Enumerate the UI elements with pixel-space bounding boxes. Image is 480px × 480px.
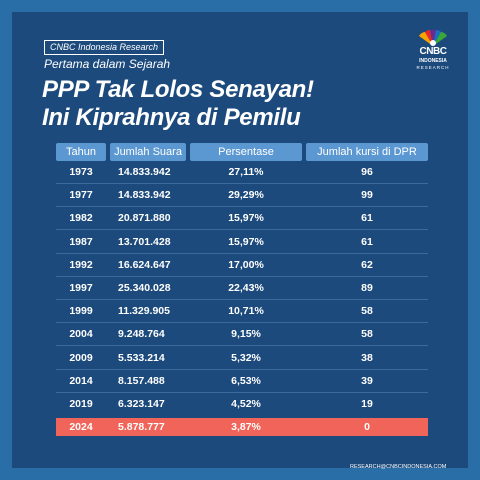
cell-percent: 10,71%	[228, 305, 264, 317]
table-row: 2019 6.323.147 4,52% 19	[0, 395, 480, 413]
cell-percent: 15,97%	[228, 236, 264, 248]
table-row: 1992 16.624.647 17,00% 62	[0, 256, 480, 274]
row-divider	[56, 253, 428, 254]
peacock-icon	[419, 30, 447, 46]
cell-votes: 5.533.214	[118, 352, 165, 364]
cell-votes: 11.329.905	[118, 305, 170, 317]
column-header-percent: Persentase	[190, 143, 302, 161]
table-row: 2024 5.878.777 3,87% 0	[0, 418, 480, 436]
cell-votes: 8.157.488	[118, 375, 165, 387]
table-row: 1982 20.871.880 15,97% 61	[0, 209, 480, 227]
cell-votes: 6.323.147	[118, 398, 165, 410]
cell-percent: 4,52%	[231, 398, 261, 410]
cell-seats: 0	[364, 421, 370, 433]
cell-seats: 61	[361, 212, 373, 224]
cell-percent: 5,32%	[231, 352, 261, 364]
cell-percent: 22,43%	[228, 282, 264, 294]
cell-percent: 29,29%	[228, 189, 264, 201]
cell-seats: 89	[361, 282, 373, 294]
cell-year: 1997	[69, 282, 93, 294]
table-row: 1973 14.833.942 27,11% 96	[0, 163, 480, 181]
source-tag: CNBC Indonesia Research	[44, 40, 165, 55]
cell-year: 2004	[69, 328, 93, 340]
cell-seats: 62	[361, 259, 373, 271]
table-row: 2014 8.157.488 6,53% 39	[0, 372, 480, 390]
cell-year: 2019	[69, 398, 93, 410]
cell-seats: 96	[361, 166, 373, 178]
row-divider	[56, 392, 428, 393]
highlight-row-background	[56, 418, 428, 436]
title-line-2: Ini Kiprahnya di Pemilu	[42, 104, 301, 131]
table-row: 1987 13.701.428 15,97% 61	[0, 233, 480, 251]
row-divider	[56, 183, 428, 184]
row-divider	[56, 345, 428, 346]
logo-wordmark: CNBC	[419, 46, 447, 57]
cell-year: 2024	[69, 421, 93, 433]
cell-percent: 3,87%	[231, 421, 261, 433]
cell-percent: 6,53%	[231, 375, 261, 387]
cell-year: 1992	[69, 259, 93, 271]
cell-year: 1977	[69, 189, 93, 201]
column-header-seats: Jumlah kursi di DPR	[306, 143, 428, 161]
table-row: 2004 9.248.764 9,15% 58	[0, 325, 480, 343]
cell-votes: 14.833.942	[118, 166, 171, 178]
cell-seats: 39	[361, 375, 373, 387]
cell-percent: 15,97%	[228, 212, 264, 224]
column-header-year: Tahun	[56, 143, 106, 161]
cell-year: 1982	[69, 212, 93, 224]
cell-year: 1973	[69, 166, 93, 178]
column-header-votes: Jumlah Suara	[110, 143, 186, 161]
title-line-1: PPP Tak Lolos Senayan!	[42, 76, 314, 103]
logo-subtitle: INDONESIA	[419, 58, 447, 64]
cell-seats: 38	[361, 352, 373, 364]
cell-votes: 14.833.942	[118, 189, 171, 201]
cell-votes: 16.624.647	[118, 259, 171, 271]
cell-seats: 99	[361, 189, 373, 201]
table-row: 2009 5.533.214 5,32% 38	[0, 349, 480, 367]
cell-percent: 17,00%	[228, 259, 264, 271]
cell-percent: 9,15%	[231, 328, 261, 340]
cell-votes: 9.248.764	[118, 328, 165, 340]
cell-year: 2009	[69, 352, 93, 364]
cell-seats: 61	[361, 236, 373, 248]
row-divider	[56, 369, 428, 370]
cell-year: 1999	[69, 305, 93, 317]
subtitle: Pertama dalam Sejarah	[44, 57, 171, 71]
row-divider	[56, 322, 428, 323]
table-row: 1997 25.340.028 22,43% 89	[0, 279, 480, 297]
table-row: 1977 14.833.942 29,29% 99	[0, 186, 480, 204]
cell-percent: 27,11%	[228, 166, 264, 178]
footer-email: RESEARCH@CNBCINDONESIA.COM	[350, 464, 447, 470]
cell-seats: 58	[361, 305, 373, 317]
cell-year: 1987	[69, 236, 93, 248]
cell-votes: 13.701.428	[118, 236, 171, 248]
row-divider	[56, 276, 428, 277]
cnbc-logo: CNBC INDONESIA RESEARCH	[406, 30, 460, 76]
row-divider	[56, 206, 428, 207]
page-title: PPP Tak Lolos Senayan! Ini Kiprahnya di …	[42, 76, 314, 132]
row-divider	[56, 229, 428, 230]
cell-seats: 19	[361, 398, 373, 410]
table-row: 1999 11.329.905 10,71% 58	[0, 302, 480, 320]
row-divider	[56, 299, 428, 300]
cell-year: 2014	[69, 375, 93, 387]
cell-votes: 20.871.880	[118, 212, 171, 224]
cell-votes: 5.878.777	[118, 421, 165, 433]
cell-votes: 25.340.028	[118, 282, 171, 294]
cell-seats: 58	[361, 328, 373, 340]
logo-research: RESEARCH	[416, 65, 450, 70]
